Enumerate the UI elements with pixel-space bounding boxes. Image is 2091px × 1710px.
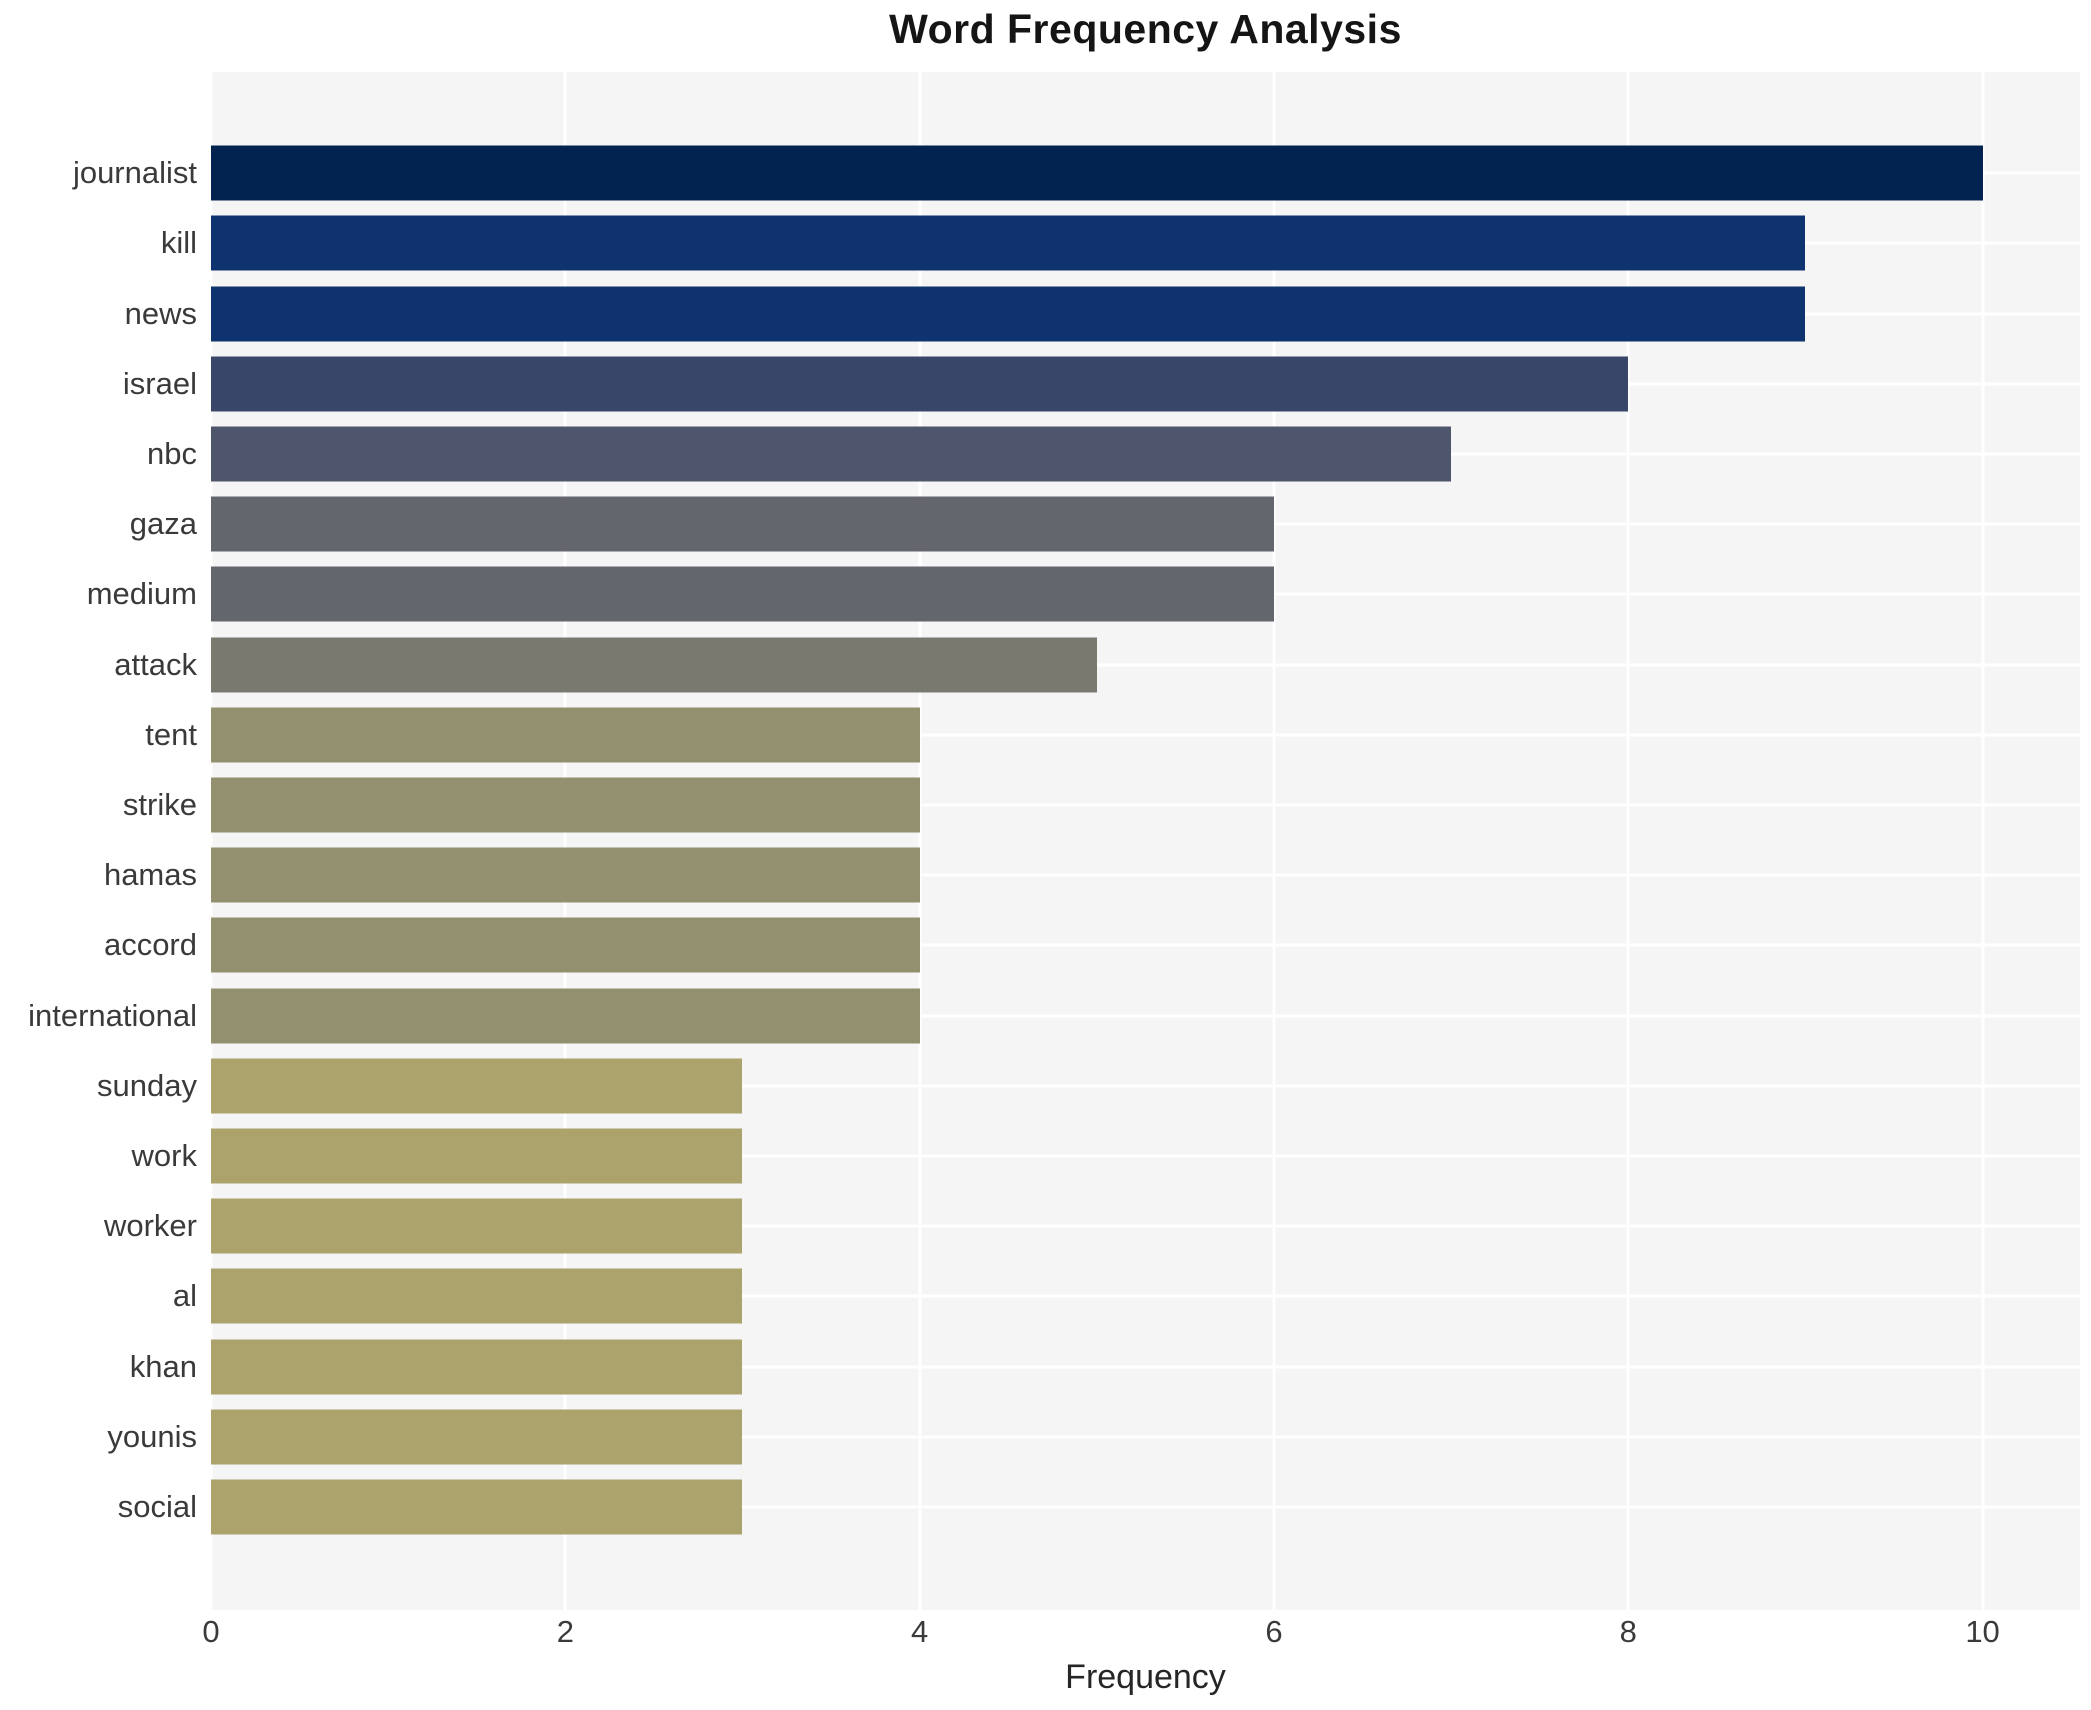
y-axis-label: sunday (97, 1067, 197, 1103)
x-axis-tick-label: 2 (556, 1614, 574, 1649)
y-axis-label: al (172, 1278, 197, 1314)
gridline-horizontal (211, 733, 2080, 737)
y-axis-label: accord (103, 927, 197, 963)
bar-accord (211, 917, 920, 973)
plot-area: journalist kill news israel nbc gaza medium att… (28, 72, 2080, 1610)
y-axis-label: journalist (72, 155, 197, 191)
x-axis-ticks: 0 2 4 6 8 10 (202, 1614, 2080, 1654)
gridline-horizontal (211, 803, 2080, 807)
y-axis-label: hamas (103, 857, 197, 893)
bar-younis (211, 1409, 743, 1465)
x-axis-tick-label: 8 (1619, 1614, 1637, 1649)
y-axis-label: kill (160, 225, 197, 261)
gridline-vertical (209, 72, 213, 1610)
bar-tent (211, 707, 920, 763)
y-axis-label: attack (114, 646, 197, 682)
bar-row: nbc (147, 419, 2080, 489)
bar-row: kill (161, 208, 2080, 278)
y-axis-label: israel (122, 365, 197, 401)
bar-hamas (211, 847, 920, 903)
gridline-vertical (1272, 72, 1276, 1610)
bar-row: attack (114, 629, 2080, 699)
bar-rows: journalist kill news israel nbc gaza medium att… (28, 138, 2080, 1542)
bar-row: work (132, 1121, 2080, 1191)
gridline-vertical (1981, 72, 1985, 1610)
y-axis-label: medium (86, 576, 197, 612)
gridline-horizontal (211, 1084, 2080, 1088)
bar-khan (211, 1339, 743, 1395)
bar-gaza (211, 496, 1274, 552)
y-axis-label: news (124, 295, 197, 331)
bar-row: international (28, 980, 2080, 1050)
page-title: Word Frequency Analysis (889, 6, 1402, 52)
x-axis-tick-label: 6 (1265, 1614, 1283, 1649)
x-axis-title: Frequency (1065, 1658, 1226, 1696)
bar-row: khan (130, 1331, 2080, 1401)
bar-row: gaza (130, 489, 2080, 559)
bar-row: al (173, 1261, 2080, 1331)
gridline-horizontal (211, 1224, 2080, 1228)
bar-news (211, 286, 1806, 341)
bar-row: younis (107, 1402, 2080, 1472)
bar-strike (211, 777, 920, 833)
gridline-horizontal (211, 943, 2080, 947)
y-axis-label: gaza (129, 506, 197, 542)
bar-attack (211, 637, 1097, 693)
gridline-horizontal (211, 1014, 2080, 1018)
bar-work (211, 1128, 743, 1184)
gridline-horizontal (211, 1294, 2080, 1298)
bar-international (211, 988, 920, 1044)
y-axis-label: work (131, 1137, 197, 1173)
x-axis-tick-label: 0 (202, 1614, 220, 1649)
y-axis-label: nbc (147, 435, 197, 471)
gridline-horizontal (211, 873, 2080, 877)
bar-nbc (211, 426, 1452, 482)
gridline-horizontal (211, 1365, 2080, 1369)
gridline-horizontal (211, 1154, 2080, 1158)
x-axis-tick-label: 10 (1965, 1614, 2000, 1649)
bar-row: strike (123, 770, 2080, 840)
bar-row: israel (123, 349, 2080, 419)
gridline-horizontal (211, 1435, 2080, 1439)
bar-al (211, 1268, 743, 1324)
bar-medium (211, 566, 1274, 622)
bar-row: hamas (104, 840, 2080, 910)
y-axis-label: social (117, 1488, 197, 1524)
bar-row: journalist (73, 138, 2080, 208)
bar-israel (211, 356, 1629, 412)
bar-row: news (125, 278, 2080, 348)
y-axis-label: younis (107, 1418, 197, 1454)
y-axis-label: khan (129, 1348, 197, 1384)
bar-row: tent (145, 700, 2080, 770)
bar-social (211, 1479, 743, 1535)
gridline-vertical (1626, 72, 1630, 1610)
gridline-horizontal (211, 663, 2080, 667)
gridline-vertical (563, 72, 567, 1610)
y-axis-label: strike (122, 786, 197, 822)
gridline-vertical (918, 72, 922, 1610)
y-axis-label: tent (145, 716, 197, 752)
bar-row: medium (87, 559, 2080, 629)
bar-row: sunday (97, 1051, 2080, 1121)
bar-row: worker (104, 1191, 2080, 1261)
bar-row: social (118, 1472, 2080, 1542)
bar-sunday (211, 1058, 743, 1114)
bar-journalist (211, 145, 1983, 201)
y-axis-label: worker (103, 1208, 197, 1244)
bar-kill (211, 215, 1806, 271)
bar-row: accord (104, 910, 2080, 980)
y-axis-label: international (28, 997, 197, 1033)
bar-worker (211, 1198, 743, 1254)
gridline-horizontal (211, 1505, 2080, 1509)
x-axis-tick-label: 4 (911, 1614, 929, 1649)
